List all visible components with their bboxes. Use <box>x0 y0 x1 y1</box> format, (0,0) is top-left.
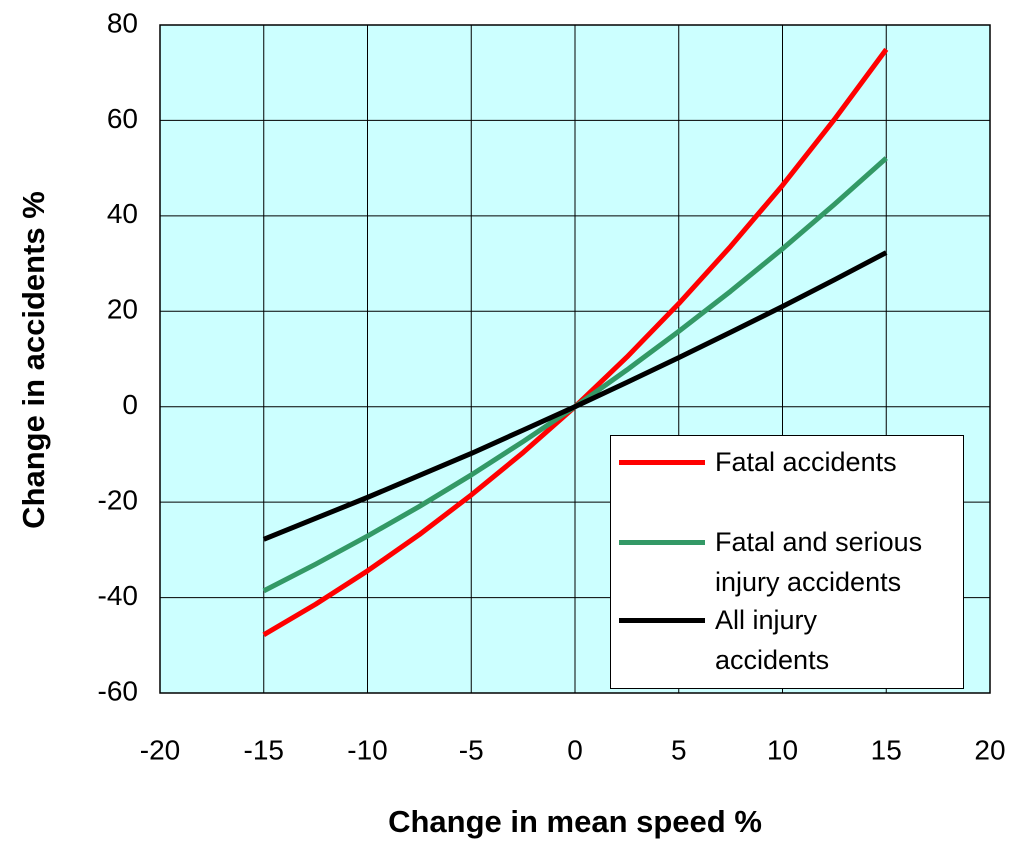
y-tick-label: -60 <box>98 675 138 706</box>
x-tick-label: -5 <box>459 734 484 765</box>
legend-item: Fatal and serious injury accidents <box>619 522 955 602</box>
legend-item: Fatal accidents <box>619 442 955 482</box>
y-tick-label: -40 <box>98 580 138 611</box>
legend-swatch <box>619 540 705 545</box>
x-axis-title: Change in mean speed % <box>388 804 762 839</box>
legend-label: All injury accidents <box>715 605 830 675</box>
series-line <box>262 250 888 542</box>
legend-swatch <box>619 460 705 465</box>
y-axis-title: Change in accidents % <box>16 191 51 529</box>
y-tick-label: -20 <box>98 485 138 516</box>
legend-label: Fatal and serious injury accidents <box>715 527 923 597</box>
legend-swatch <box>619 618 705 623</box>
legend-label: Fatal accidents <box>715 447 897 477</box>
x-tick-label: -10 <box>347 734 387 765</box>
x-tick-label: 10 <box>767 734 798 765</box>
y-tick-label: 60 <box>107 103 138 134</box>
y-tick-label: 0 <box>122 389 138 420</box>
x-tick-label: 20 <box>974 734 1005 765</box>
legend: Fatal accidents Fatal and serious injury … <box>610 435 964 689</box>
y-tick-label: 80 <box>107 7 138 38</box>
legend-item: All injury accidents <box>619 600 915 680</box>
y-tick-label: 20 <box>107 294 138 325</box>
x-tick-label: 15 <box>871 734 902 765</box>
y-tick-label: 40 <box>107 198 138 229</box>
x-tick-label: -15 <box>244 734 284 765</box>
x-tick-label: 5 <box>671 734 687 765</box>
x-tick-label: 0 <box>567 734 583 765</box>
x-tick-label: -20 <box>140 734 180 765</box>
